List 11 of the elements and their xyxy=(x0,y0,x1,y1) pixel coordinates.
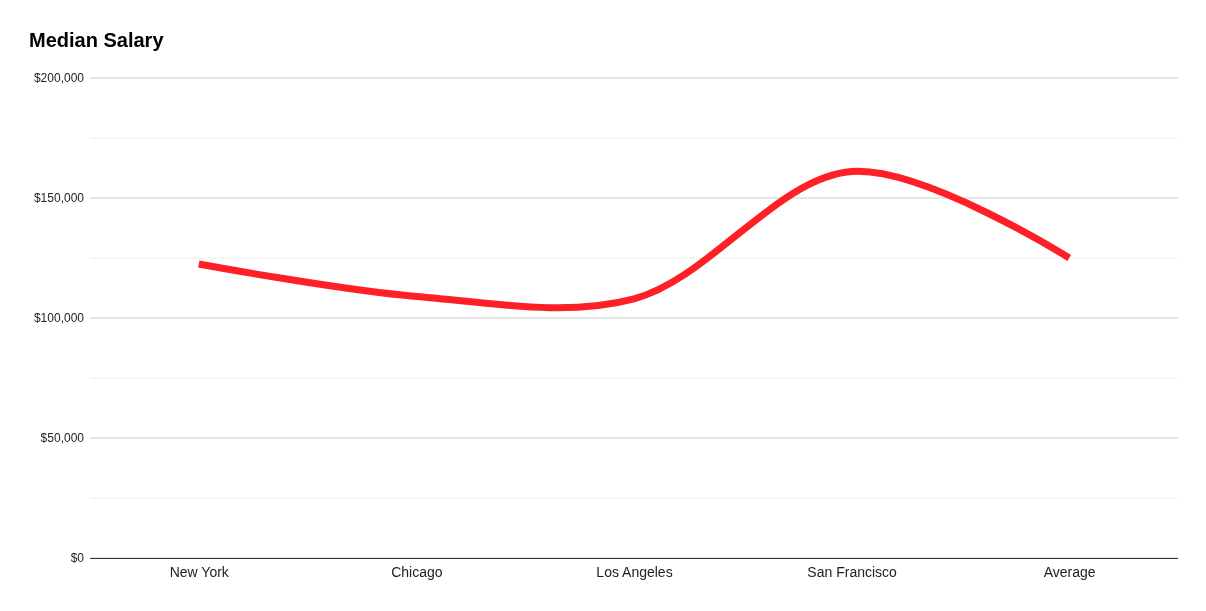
x-tick-label: Average xyxy=(1043,563,1096,580)
x-tick-label: San Francisco xyxy=(807,563,898,580)
x-tick-label: Chicago xyxy=(391,563,443,580)
y-tick-label: $50,000 xyxy=(40,431,85,446)
y-tick-label: $200,000 xyxy=(33,71,85,86)
y-tick-label: $0 xyxy=(70,551,85,566)
chart-title: Median Salary xyxy=(29,29,165,51)
y-tick-label: $150,000 xyxy=(33,191,85,206)
y-tick-label: $100,000 xyxy=(33,311,85,326)
x-tick-label: New York xyxy=(169,563,230,580)
x-tick-label: Los Angeles xyxy=(596,563,673,580)
